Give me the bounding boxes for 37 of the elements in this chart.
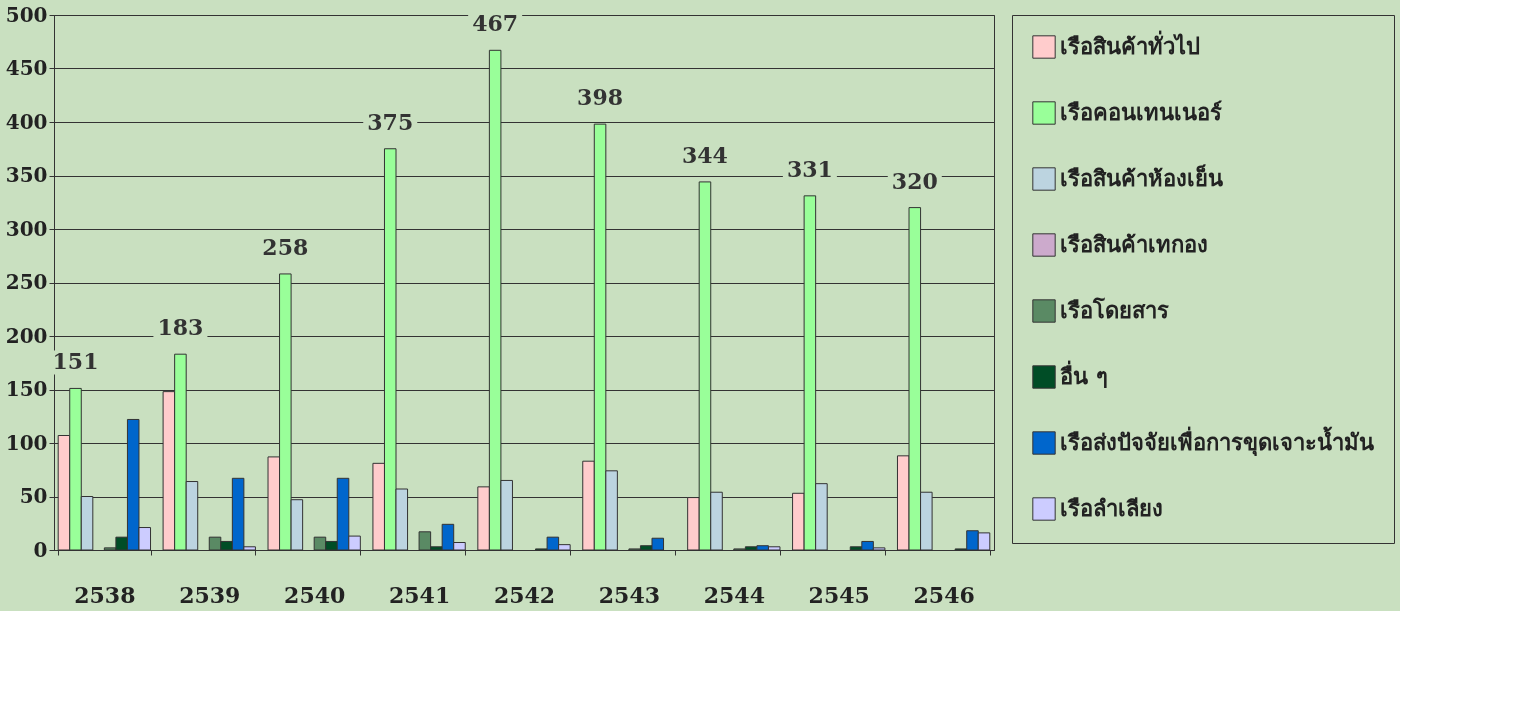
x-tick-label: 2546 xyxy=(913,581,975,608)
legend-label: เรือส่งปัจจัยเพื่อการขุดเจาะน้ำมัน xyxy=(1060,426,1374,457)
data-label: 344 xyxy=(682,141,728,168)
x-tick-label: 2538 xyxy=(74,581,136,608)
y-tick-label: 0 xyxy=(33,537,48,562)
y-tick-label: 250 xyxy=(5,270,48,294)
x-tick-label: 2539 xyxy=(179,581,241,608)
y-tick-label: 450 xyxy=(5,56,48,80)
data-label: 398 xyxy=(577,84,624,111)
y-tick-label: 50 xyxy=(19,484,48,508)
y-tick-label: 150 xyxy=(5,377,48,401)
data-label: 331 xyxy=(786,155,833,182)
data-label: 467 xyxy=(472,10,519,37)
y-tick-label: 400 xyxy=(5,109,48,134)
data-label: 320 xyxy=(891,167,938,194)
legend-label: เรือโดยสาร xyxy=(1060,297,1169,323)
y-tick-label: 200 xyxy=(5,323,48,348)
y-tick-label: 350 xyxy=(5,163,48,187)
data-label: 183 xyxy=(157,314,204,341)
x-tick-label: 2545 xyxy=(808,581,870,608)
x-tick-label: 2543 xyxy=(598,581,661,608)
x-tick-label: 2544 xyxy=(703,581,765,608)
y-tick-label: 500 xyxy=(5,2,48,27)
x-tick-label: 2540 xyxy=(284,581,346,608)
y-tick-label: 100 xyxy=(5,430,48,455)
x-tick-label: 2541 xyxy=(388,581,451,608)
data-label: 151 xyxy=(52,348,99,375)
legend-label: เรือลำเลียง xyxy=(1060,495,1163,521)
data-label: 258 xyxy=(262,233,309,260)
legend-label: เรือคอนเทนเนอร์ xyxy=(1060,99,1222,125)
legend-label: เรือสินค้าทั่วไป xyxy=(1060,30,1200,59)
y-tick-label: 300 xyxy=(5,216,48,241)
x-tick-label: 2542 xyxy=(493,581,556,608)
legend-label: อื่น ๆ xyxy=(1060,360,1108,389)
data-label: 375 xyxy=(367,108,414,135)
legend-label: เรือสินค้าห้องเย็น xyxy=(1060,164,1223,191)
legend-label: เรือสินค้าเทกอง xyxy=(1060,231,1208,257)
